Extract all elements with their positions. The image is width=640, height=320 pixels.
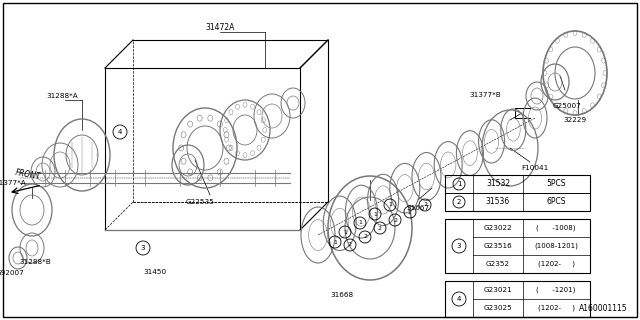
Text: G92007: G92007 (0, 270, 24, 276)
Text: 4: 4 (118, 129, 122, 135)
Text: 31377*A: 31377*A (0, 180, 26, 186)
Text: 2: 2 (408, 210, 412, 214)
Text: 4: 4 (457, 296, 461, 302)
Text: 31668: 31668 (330, 292, 353, 298)
Text: A160001115: A160001115 (579, 304, 628, 313)
Text: 31472A: 31472A (205, 22, 235, 31)
Text: (      -1008): ( -1008) (536, 225, 576, 231)
Text: 2: 2 (423, 203, 427, 207)
Text: 1: 1 (373, 212, 377, 217)
Text: 31667: 31667 (406, 205, 429, 211)
Text: G23516: G23516 (484, 243, 513, 249)
Text: 32229: 32229 (563, 117, 587, 123)
Text: 6PCS: 6PCS (547, 197, 566, 206)
Text: 1: 1 (388, 203, 392, 207)
Text: 2: 2 (457, 199, 461, 205)
Text: 31532: 31532 (486, 180, 510, 188)
Text: 31536: 31536 (486, 197, 510, 206)
Text: 31288*A: 31288*A (46, 93, 78, 99)
Text: G25007: G25007 (552, 103, 581, 109)
Text: 2: 2 (393, 218, 397, 222)
Text: 5PCS: 5PCS (547, 180, 566, 188)
Text: 1: 1 (358, 220, 362, 226)
Text: FRONT: FRONT (15, 168, 42, 181)
Text: 31288*B: 31288*B (19, 259, 51, 265)
Text: (1008-1201): (1008-1201) (534, 243, 578, 249)
Text: 1: 1 (343, 229, 347, 235)
Text: G23022: G23022 (484, 225, 513, 231)
Text: 31450: 31450 (143, 269, 166, 275)
Text: G22535: G22535 (186, 199, 214, 205)
Text: G23021: G23021 (484, 287, 513, 293)
Text: (      -1201): ( -1201) (536, 287, 576, 293)
Text: 2: 2 (363, 235, 367, 239)
Text: G23025: G23025 (484, 305, 513, 311)
Text: 1: 1 (457, 181, 461, 187)
Text: 2: 2 (378, 226, 382, 230)
Text: 31377*B: 31377*B (469, 92, 501, 98)
Text: 3: 3 (457, 243, 461, 249)
Text: 2: 2 (348, 243, 352, 247)
Text: 1: 1 (333, 239, 337, 244)
Text: (1202-     ): (1202- ) (538, 305, 575, 311)
Text: F10041: F10041 (522, 165, 548, 171)
Text: (1202-     ): (1202- ) (538, 261, 575, 267)
Text: 3: 3 (141, 245, 145, 251)
Text: G2352: G2352 (486, 261, 510, 267)
